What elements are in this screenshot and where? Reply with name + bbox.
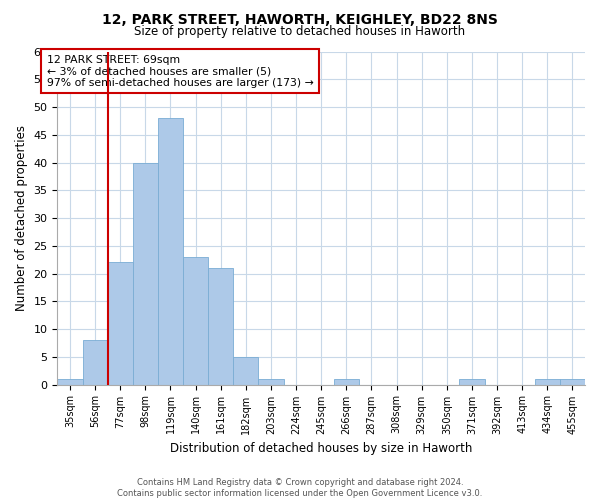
X-axis label: Distribution of detached houses by size in Haworth: Distribution of detached houses by size … [170,442,472,455]
Bar [183,257,208,384]
Bar [83,340,107,384]
Text: Size of property relative to detached houses in Haworth: Size of property relative to detached ho… [134,25,466,38]
Bar [58,379,83,384]
Bar [334,379,359,384]
Bar [133,162,158,384]
Y-axis label: Number of detached properties: Number of detached properties [15,125,28,311]
Bar [107,262,133,384]
Bar [460,379,485,384]
Bar [535,379,560,384]
Text: 12 PARK STREET: 69sqm
← 3% of detached houses are smaller (5)
97% of semi-detach: 12 PARK STREET: 69sqm ← 3% of detached h… [47,55,314,88]
Bar [560,379,585,384]
Text: Contains HM Land Registry data © Crown copyright and database right 2024.
Contai: Contains HM Land Registry data © Crown c… [118,478,482,498]
Text: 12, PARK STREET, HAWORTH, KEIGHLEY, BD22 8NS: 12, PARK STREET, HAWORTH, KEIGHLEY, BD22… [102,12,498,26]
Bar [208,268,233,384]
Bar [158,118,183,384]
Bar [233,357,259,384]
Bar [259,379,284,384]
